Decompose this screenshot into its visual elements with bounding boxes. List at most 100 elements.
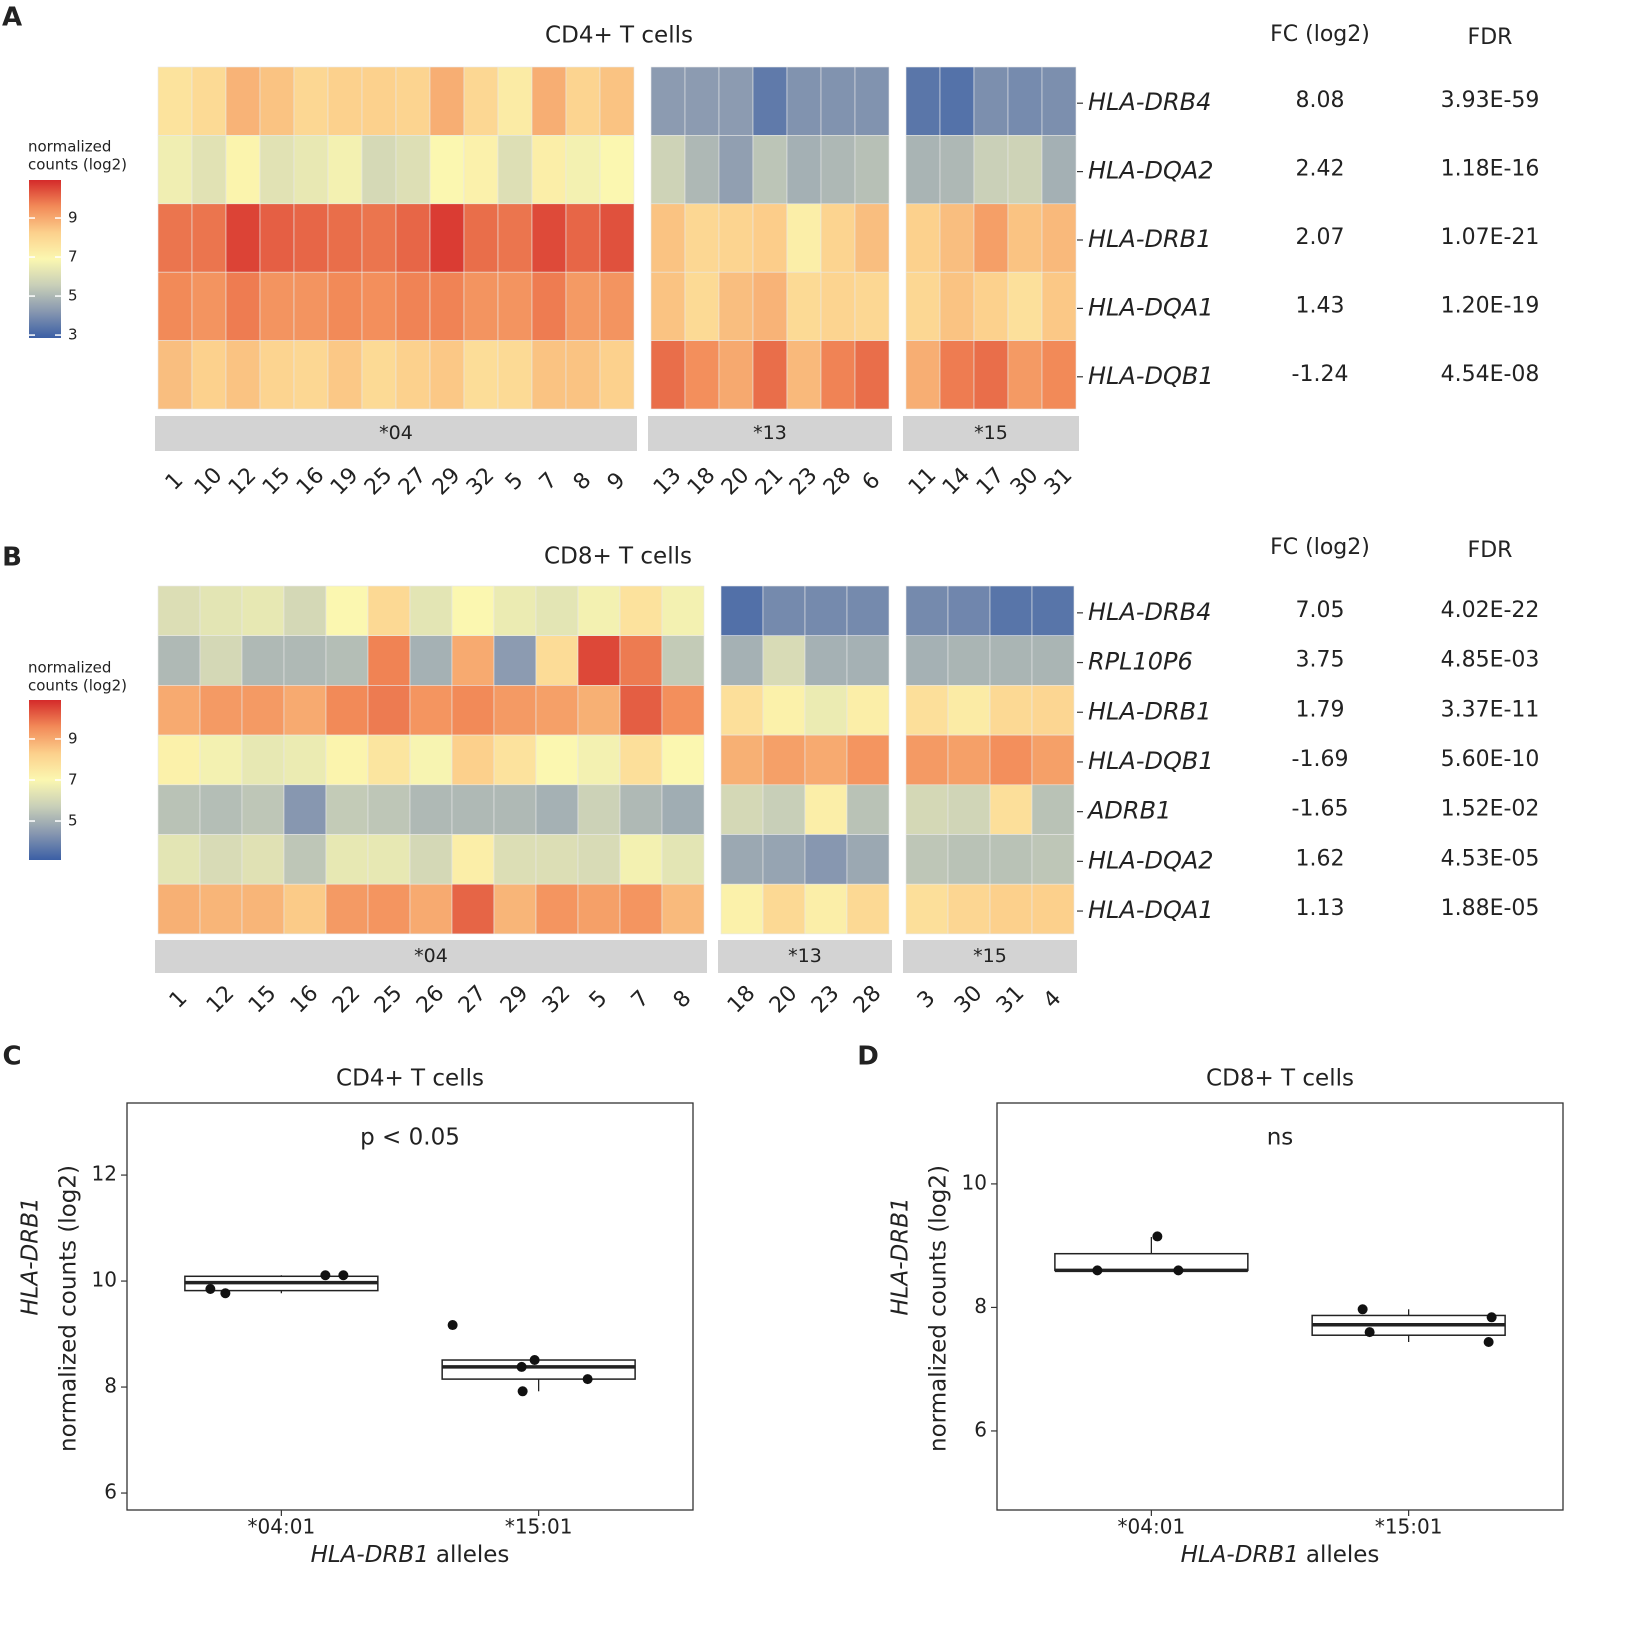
heatmap-cell bbox=[973, 66, 1009, 136]
heatmap-cell bbox=[661, 585, 705, 637]
heatmap-cell bbox=[939, 66, 975, 136]
heatmap-cell bbox=[327, 135, 363, 205]
fdr-header: FDR bbox=[1468, 538, 1513, 563]
heatmap-cell bbox=[1007, 66, 1043, 136]
heatmap-cell bbox=[367, 883, 411, 935]
heatmap-cell bbox=[535, 883, 579, 935]
heatmap-cell bbox=[947, 734, 991, 786]
column-label: 30 bbox=[1006, 463, 1043, 500]
heatmap-cell bbox=[259, 66, 295, 136]
heatmap-cell bbox=[493, 734, 537, 786]
row-label: HLA-DQA2 bbox=[1088, 846, 1214, 874]
heatmap-cell bbox=[599, 340, 635, 410]
column-label: 7 bbox=[535, 468, 563, 496]
heatmap-cell bbox=[327, 66, 363, 136]
data-point bbox=[1173, 1265, 1184, 1276]
heatmap-cell bbox=[157, 784, 201, 835]
column-label: 32 bbox=[538, 981, 575, 1018]
group-strip bbox=[903, 416, 1079, 451]
heatmap-cell bbox=[225, 66, 261, 136]
heatmap-cell bbox=[565, 271, 601, 341]
group-strip bbox=[155, 416, 637, 451]
heatmap-cell bbox=[720, 635, 764, 686]
fdr-value: 5.60E-10 bbox=[1441, 747, 1540, 772]
heatmap-cell bbox=[535, 734, 579, 786]
heatmap-cell bbox=[786, 135, 822, 205]
row-label: ADRB1 bbox=[1086, 797, 1171, 825]
heatmap-cell bbox=[293, 203, 329, 273]
column-label: 3 bbox=[913, 986, 941, 1014]
heatmap-cell bbox=[157, 635, 201, 686]
heatmap-cell bbox=[157, 203, 193, 273]
fc-value: 3.75 bbox=[1296, 648, 1345, 673]
fdr-header: FDR bbox=[1468, 25, 1513, 50]
heatmap-cell bbox=[535, 585, 579, 637]
column-label: 5 bbox=[585, 986, 613, 1014]
colorbar-tick-label: 9 bbox=[68, 729, 78, 747]
heatmap-cell bbox=[720, 784, 764, 835]
heatmap-cell bbox=[599, 66, 635, 136]
heatmap-cell bbox=[367, 834, 411, 885]
column-label: 19 bbox=[326, 463, 363, 500]
heatmap-cell bbox=[199, 685, 243, 736]
heatmap-cell bbox=[157, 585, 201, 637]
group-strip bbox=[155, 940, 707, 973]
data-point bbox=[1486, 1312, 1497, 1323]
heatmap-cell bbox=[293, 340, 329, 410]
heatmap-cell bbox=[720, 734, 764, 786]
data-point bbox=[1092, 1265, 1103, 1276]
heatmap-cell bbox=[577, 883, 621, 935]
heatmap-cell bbox=[1007, 135, 1043, 205]
heatmap-cell bbox=[395, 66, 431, 136]
heatmap-cell bbox=[463, 271, 499, 341]
heatmap-cell bbox=[947, 635, 991, 686]
heatmap-cell bbox=[577, 585, 621, 637]
annotation: p < 0.05 bbox=[360, 1125, 460, 1151]
heatmap-cell bbox=[650, 203, 686, 273]
column-label: 11 bbox=[904, 463, 941, 500]
heatmap-cell bbox=[225, 135, 261, 205]
heatmap-cell bbox=[762, 834, 806, 885]
heatmap-cell bbox=[1041, 203, 1077, 273]
column-label: 12 bbox=[202, 981, 239, 1018]
heatmap-cell bbox=[463, 340, 499, 410]
heatmap-cell bbox=[395, 271, 431, 341]
heatmap-cell bbox=[973, 203, 1009, 273]
heatmap-cell bbox=[989, 784, 1033, 835]
column-label: 13 bbox=[649, 463, 686, 500]
heatmap-cell bbox=[820, 66, 856, 136]
legend-title: normalized bbox=[28, 659, 111, 677]
heatmap-cell bbox=[199, 834, 243, 885]
heatmap-cell bbox=[619, 585, 663, 637]
heatmap-cell bbox=[599, 203, 635, 273]
data-point bbox=[320, 1270, 331, 1281]
column-label: 20 bbox=[765, 981, 802, 1018]
heatmap-cell bbox=[820, 340, 856, 410]
column-label: 1 bbox=[165, 986, 193, 1014]
group-label: *15 bbox=[974, 422, 1008, 444]
heatmap-cell bbox=[619, 834, 663, 885]
heatmap-cell bbox=[684, 271, 720, 341]
heatmap-cell bbox=[531, 203, 567, 273]
box bbox=[1054, 1252, 1249, 1272]
heatmap-cell bbox=[947, 883, 991, 935]
column-label: 32 bbox=[462, 463, 499, 500]
y-tick-label: 12 bbox=[92, 1162, 117, 1186]
column-label: 8 bbox=[669, 986, 697, 1014]
heatmap-cell bbox=[905, 585, 949, 637]
colorbar-tick-label: 3 bbox=[68, 326, 78, 344]
heatmap-cell bbox=[283, 635, 327, 686]
heatmap-cell bbox=[720, 883, 764, 935]
fdr-value: 1.07E-21 bbox=[1441, 225, 1540, 250]
heatmap-cell bbox=[199, 635, 243, 686]
heatmap-cell bbox=[361, 66, 397, 136]
heatmap-cell bbox=[283, 883, 327, 935]
heatmap-cell bbox=[661, 635, 705, 686]
heatmap-cell bbox=[905, 271, 941, 341]
heatmap-cell bbox=[493, 635, 537, 686]
row-label: HLA-DRB4 bbox=[1088, 598, 1211, 626]
group-label: *13 bbox=[753, 422, 787, 444]
heatmap-cell bbox=[451, 685, 495, 736]
legend-title: normalized bbox=[28, 138, 111, 156]
